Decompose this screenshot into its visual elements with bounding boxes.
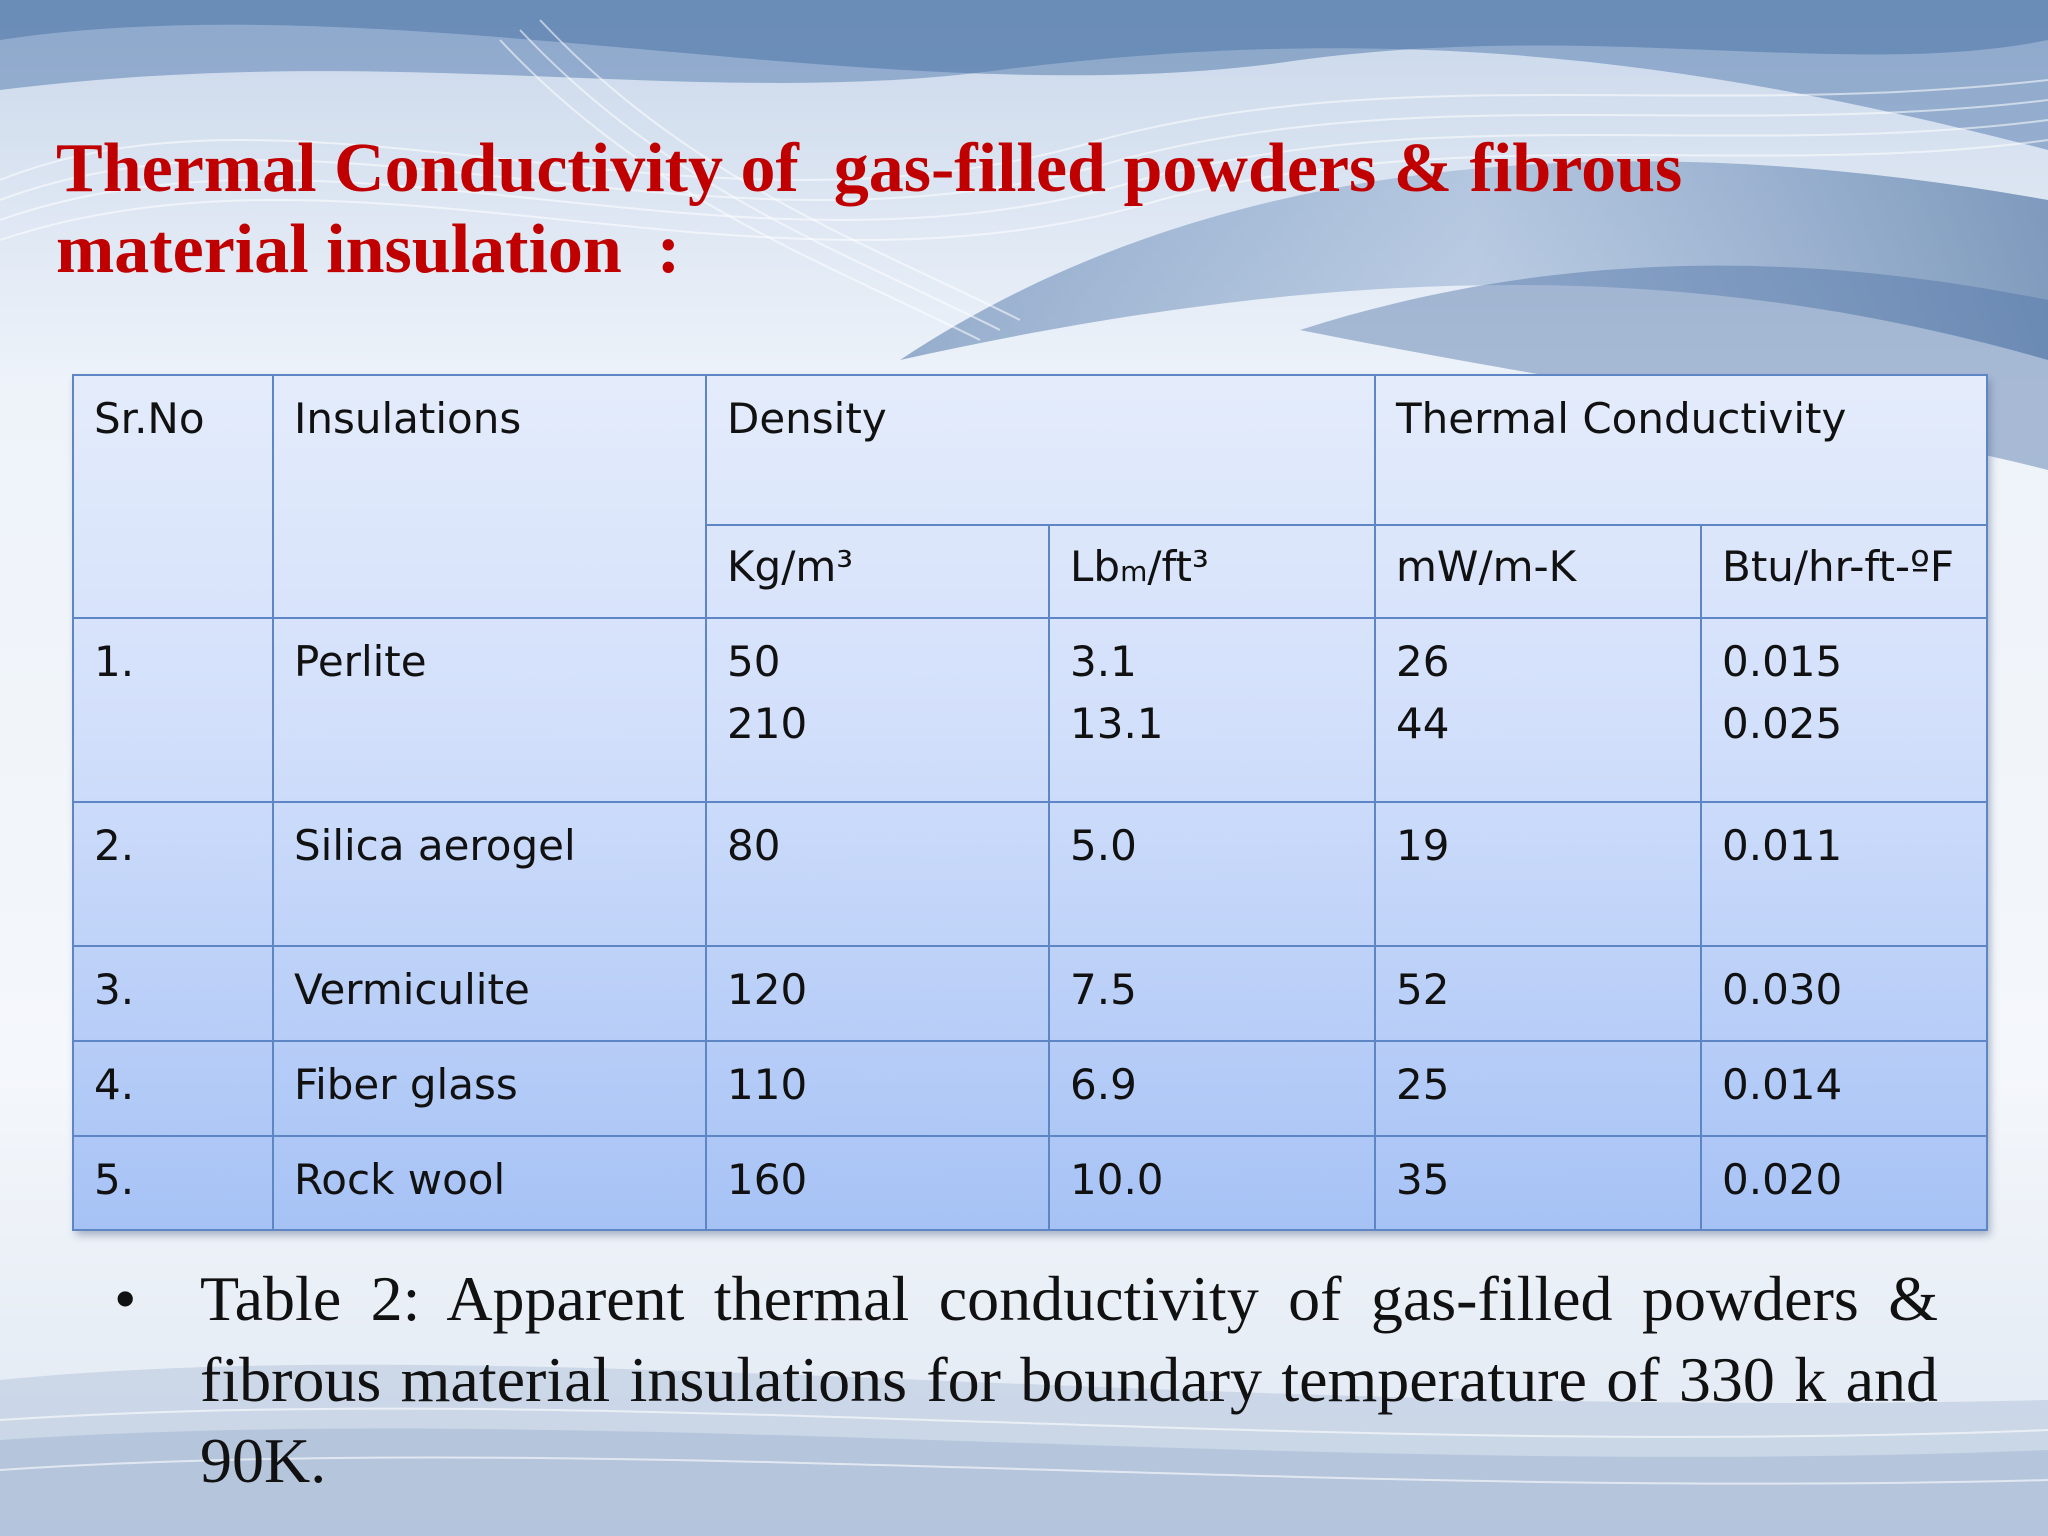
cell-sr: 4.: [72, 1040, 274, 1137]
cell-lbm-ft3: 6.9: [1048, 1040, 1376, 1137]
cell-btu: 0.011: [1700, 801, 1988, 947]
cell-lbm-ft3: 10.0: [1048, 1135, 1376, 1231]
cell-btu: 0.014: [1700, 1040, 1988, 1137]
cell-sr: 3.: [72, 945, 274, 1042]
table-row: 3. Vermiculite 120 7.5 52 0.030: [72, 945, 1988, 1042]
cell-mw-mk: 52: [1374, 945, 1702, 1042]
cell-kg-m3: 110: [705, 1040, 1050, 1137]
cell-mw-mk: 26 44: [1374, 617, 1702, 803]
cell-insulation: Rock wool: [272, 1135, 707, 1231]
unit-btu: Btu/hr-ft-ºF: [1700, 524, 1988, 619]
insulation-table-container: Sr.No Insulations Density Thermal Conduc…: [72, 374, 1988, 1231]
table-header-row: Sr.No Insulations Density Thermal Conduc…: [72, 374, 1988, 619]
cell-mw-mk: 25: [1374, 1040, 1702, 1137]
header-thermal-conductivity: Thermal Conductivity: [1374, 374, 1988, 526]
header-sr-no: Sr.No: [72, 374, 274, 619]
table-row: 4. Fiber glass 110 6.9 25 0.014: [72, 1040, 1988, 1137]
cell-insulation: Silica aerogel: [272, 801, 707, 947]
insulation-table: Sr.No Insulations Density Thermal Conduc…: [72, 374, 1988, 1231]
cell-kg-m3: 80: [705, 801, 1050, 947]
cell-lbm-ft3: 3.1 13.1: [1048, 617, 1376, 803]
cell-kg-m3: 160: [705, 1135, 1050, 1231]
cell-lbm-ft3: 7.5: [1048, 945, 1376, 1042]
cell-btu: 0.030: [1700, 945, 1988, 1042]
header-insulations: Insulations: [272, 374, 707, 619]
unit-lbm-ft3: Lbm/ft³: [1048, 524, 1376, 619]
cell-insulation: Perlite: [272, 617, 707, 803]
unit-kg-m3: Kg/m³: [705, 524, 1050, 619]
cell-sr: 5.: [72, 1135, 274, 1231]
cell-mw-mk: 35: [1374, 1135, 1702, 1231]
cell-sr: 1.: [72, 617, 274, 803]
caption-text: Table 2: Apparent thermal conductivity o…: [200, 1263, 1938, 1496]
unit-mw-mk: mW/m-K: [1374, 524, 1702, 619]
cell-mw-mk: 19: [1374, 801, 1702, 947]
cell-btu: 0.015 0.025: [1700, 617, 1988, 803]
cell-kg-m3: 50 210: [705, 617, 1050, 803]
cell-btu: 0.020: [1700, 1135, 1988, 1231]
cell-insulation: Fiber glass: [272, 1040, 707, 1137]
table-row: 1. Perlite 50 210 3.1 13.1 26 44 0.015 0…: [72, 617, 1988, 803]
header-density: Density: [705, 374, 1376, 526]
cell-lbm-ft3: 5.0: [1048, 801, 1376, 947]
slide-title: Thermal Conductivity of gas-filled powde…: [56, 130, 1683, 288]
table-row: 5. Rock wool 160 10.0 35 0.020: [72, 1135, 1988, 1231]
table-units-row: Kg/m³ Lbm/ft³ mW/m-K Btu/hr-ft-ºF: [73, 524, 1988, 619]
cell-sr: 2.: [72, 801, 274, 947]
cell-insulation: Vermiculite: [272, 945, 707, 1042]
cell-kg-m3: 120: [705, 945, 1050, 1042]
table-row: 2. Silica aerogel 80 5.0 19 0.011: [72, 801, 1988, 947]
bullet-icon: •: [114, 1263, 137, 1334]
